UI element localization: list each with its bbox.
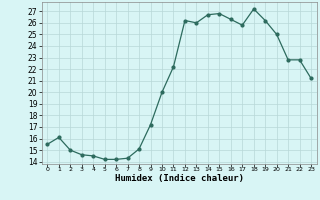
- X-axis label: Humidex (Indice chaleur): Humidex (Indice chaleur): [115, 174, 244, 183]
